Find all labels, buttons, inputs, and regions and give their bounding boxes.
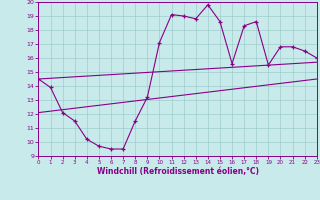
X-axis label: Windchill (Refroidissement éolien,°C): Windchill (Refroidissement éolien,°C) bbox=[97, 167, 259, 176]
